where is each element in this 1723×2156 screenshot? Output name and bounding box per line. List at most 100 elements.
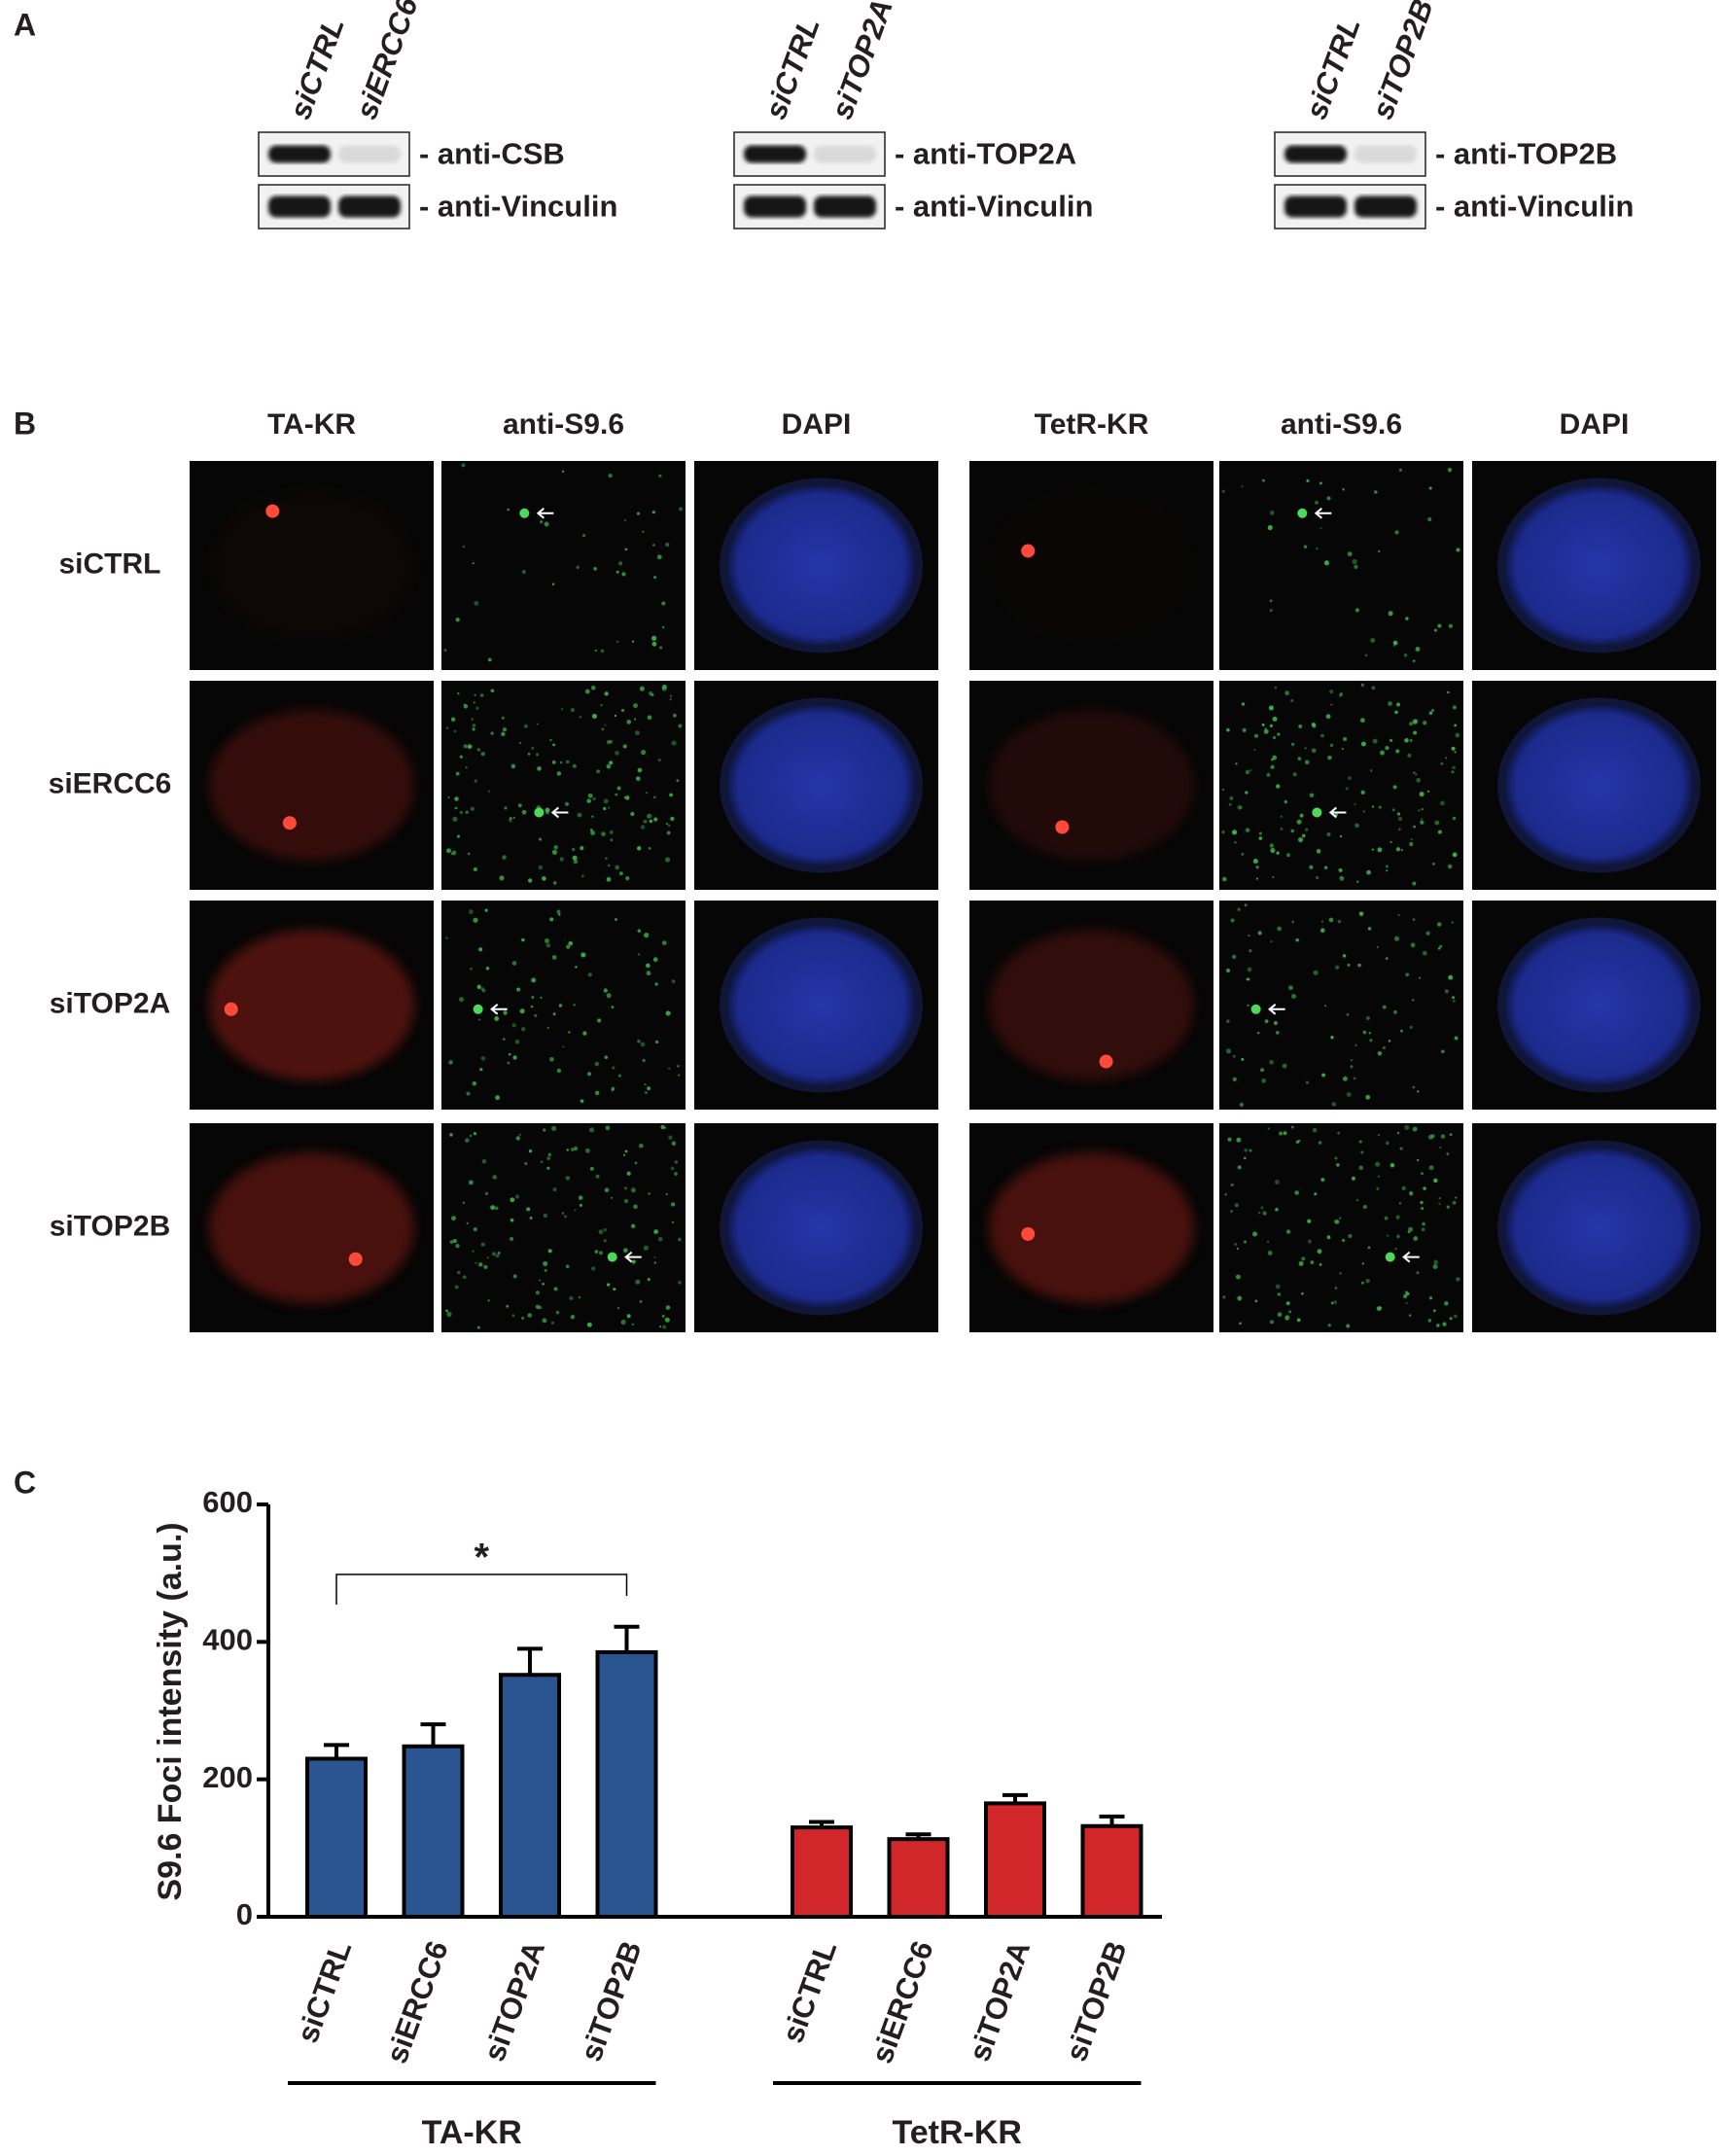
micrograph: [969, 901, 1213, 1110]
image-bg: [1219, 681, 1463, 890]
micrograph: [1219, 901, 1463, 1110]
focus: [459, 755, 464, 759]
focus: [585, 1148, 590, 1153]
focus: [1423, 721, 1427, 725]
focus: [1432, 1309, 1436, 1313]
focus: [591, 713, 597, 719]
focus: [549, 738, 552, 742]
focus: [1394, 710, 1398, 715]
focus: [1241, 852, 1245, 856]
focus: [1278, 1131, 1283, 1136]
focus: [1256, 1031, 1260, 1035]
focus: [552, 743, 555, 747]
focus: [528, 1149, 533, 1153]
focus: [1341, 747, 1344, 751]
focus: [452, 1239, 457, 1244]
focus: [1252, 858, 1258, 865]
focus: [1267, 1251, 1273, 1255]
focus: [1342, 954, 1347, 958]
focus: [638, 953, 641, 956]
focus: [1269, 609, 1273, 613]
nucleus: [1497, 1140, 1701, 1316]
focus: [1241, 702, 1246, 706]
focus: [1439, 1146, 1442, 1149]
focus: [1252, 1231, 1258, 1237]
cell: [209, 490, 414, 641]
focus: [537, 766, 542, 771]
focus: [630, 811, 635, 817]
micrograph: [969, 461, 1213, 670]
focus: [608, 806, 611, 809]
focus: [671, 1202, 676, 1207]
row-label: siCTRL: [59, 548, 161, 580]
focus: [1442, 1322, 1447, 1326]
focus: [617, 1074, 621, 1078]
focus: [591, 1266, 596, 1271]
focus: [553, 881, 557, 885]
focus: [652, 957, 658, 963]
focus: [1449, 1317, 1453, 1321]
y-tick-label: 200: [202, 1760, 253, 1794]
focus: [1456, 548, 1460, 552]
focus: [467, 852, 471, 856]
focus: [1422, 1221, 1426, 1226]
focus: [571, 847, 576, 852]
lane-label: siTOP2A: [825, 0, 899, 124]
focus: [1237, 1295, 1243, 1301]
focus: [601, 727, 605, 731]
focus: [1258, 831, 1262, 835]
focus: [1280, 815, 1283, 818]
focus: [1405, 1301, 1408, 1304]
focus: [1348, 1234, 1353, 1239]
panel-label: B: [14, 406, 36, 441]
focus: [1421, 818, 1424, 821]
focus: [577, 812, 582, 818]
focus: [1307, 1219, 1312, 1223]
focus: [1315, 500, 1319, 505]
focus: [624, 795, 630, 800]
focus: [573, 1146, 579, 1151]
focus: [1277, 1292, 1282, 1296]
focus: [578, 1295, 581, 1299]
focus: [542, 876, 546, 881]
focus: [1291, 994, 1297, 999]
focus: [1274, 687, 1277, 689]
focus: [1433, 1259, 1438, 1265]
focus: [1367, 1246, 1371, 1250]
focus: [624, 1199, 629, 1204]
focus: [592, 796, 596, 801]
arrow: [536, 507, 554, 519]
focus: [660, 1124, 665, 1130]
focus: [1422, 950, 1427, 956]
focus: [511, 1314, 515, 1318]
focus: [1358, 911, 1364, 916]
focus: [1446, 1152, 1450, 1156]
focus: [462, 1275, 467, 1280]
focus: [1272, 716, 1278, 722]
focus: [455, 1243, 460, 1249]
focus: [648, 1192, 651, 1195]
focus: [446, 848, 451, 854]
locus: [534, 807, 545, 818]
focus: [1370, 638, 1376, 644]
focus: [594, 1061, 600, 1067]
focus: [1324, 1005, 1327, 1007]
focus: [478, 1262, 483, 1267]
arrow: [1328, 806, 1347, 819]
focus: [1339, 694, 1342, 697]
focus: [1455, 1196, 1458, 1199]
focus: [653, 1255, 656, 1258]
focus: [1452, 1200, 1457, 1205]
focus: [1371, 686, 1376, 690]
focus: [1437, 623, 1442, 628]
focus: [1419, 976, 1422, 979]
focus: [1395, 1215, 1400, 1219]
focus: [584, 689, 590, 694]
focus: [561, 470, 565, 473]
focus: [579, 1203, 583, 1207]
focus: [1296, 819, 1302, 825]
focus: [539, 1279, 542, 1282]
focus: [561, 1212, 565, 1215]
focus: [538, 865, 544, 870]
focus: [651, 635, 657, 641]
